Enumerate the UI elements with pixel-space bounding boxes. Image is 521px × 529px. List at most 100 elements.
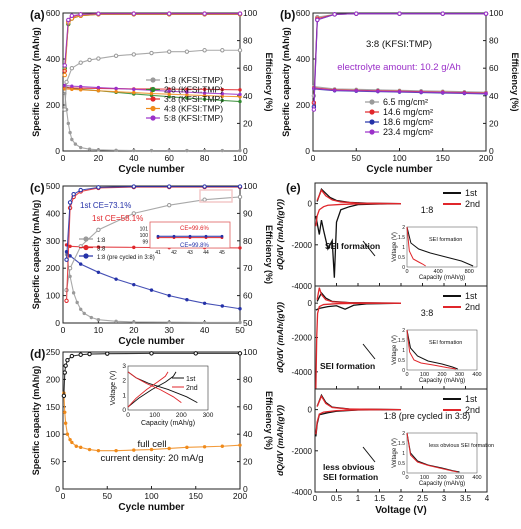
subplot-inset: 0 100 200 300 400 0 0.5 1 1.5 2 Capacity (mAh/g) Vo…: [392, 328, 482, 384]
annotation: 1st CE=58.1%: [92, 214, 143, 223]
legend-label: 4:8 (KFSI:TMP): [164, 104, 223, 114]
annotation: SEI formation: [325, 241, 380, 251]
y-axis-label: Specific capacity (mAh/g): [31, 27, 41, 137]
inset-data-point: [172, 234, 176, 238]
data-point: [167, 148, 171, 153]
y2-tick-label: 60: [243, 291, 253, 301]
x-tick-label: 80: [200, 153, 210, 163]
data-point: [96, 185, 101, 190]
data-point: [202, 87, 207, 92]
inset-series-line: [127, 371, 182, 404]
data-point: [64, 257, 69, 262]
data-point: [68, 437, 72, 442]
inset-data-point: [204, 234, 208, 238]
data-point: [238, 320, 242, 325]
data-point: [167, 184, 172, 189]
data-point: [69, 353, 75, 359]
legend-label: 3:8 (KFSI:TMP): [164, 94, 223, 104]
inset-x-axis-label: Capacity (mAh/g): [419, 481, 465, 487]
data-point: [149, 288, 154, 292]
x-tick-label: 100: [392, 153, 406, 163]
data-point: [68, 254, 72, 258]
data-point: [238, 88, 242, 92]
legend-label: 1:8 (KFSI:TMP): [164, 75, 223, 85]
data-point: [75, 300, 79, 305]
data-point: [87, 351, 92, 357]
inset-y-tick-label: 0.5: [398, 255, 405, 261]
data-point: [96, 56, 101, 61]
annotation: 3:8 (KFSI:TMP): [366, 39, 432, 50]
y2-tick-label: 0: [489, 146, 494, 156]
subplot-inset: 0 100 200 300 400 0 0.5 1 1.5 2 Capacity (mAh/g) Vo…: [392, 431, 494, 487]
data-point: [67, 200, 73, 205]
data-point: [167, 11, 172, 16]
y-tick-label: 500: [46, 181, 60, 191]
inset-x-tick-label: 400: [472, 475, 481, 481]
y-tick-label: 0: [308, 406, 313, 415]
inset-x-tick-label: 400: [434, 269, 443, 275]
data-point: [315, 17, 320, 23]
legend-label: 6.5 mg/cm²: [383, 97, 428, 107]
data-point: [132, 320, 136, 324]
legend-label: 1st: [465, 188, 478, 198]
data-point: [237, 48, 243, 53]
data-point: [114, 277, 118, 281]
data-point: [238, 99, 242, 104]
data-point: [96, 245, 101, 249]
data-point: [132, 245, 136, 250]
inset-x-tick-label: 0: [405, 269, 408, 275]
inset-x-tick-label: 300: [455, 372, 464, 378]
legend-label: 1st: [186, 376, 195, 383]
y-tick-label: 200: [46, 100, 60, 110]
y-axis-label: Specific capacity (mAh/g): [31, 366, 41, 476]
x-tick-label: 60: [164, 153, 174, 163]
series-line: [315, 202, 402, 227]
data-point: [167, 293, 171, 298]
inset-y-axis-label: Voltage (V): [392, 335, 398, 365]
y-tick-label: -4000: [292, 282, 313, 291]
data-point: [132, 282, 136, 287]
inset-y-tick-label: 0: [122, 407, 126, 414]
y-tick-label: 300: [46, 236, 60, 246]
data-point: [202, 320, 207, 325]
data-point: [70, 87, 74, 92]
panel-label: (e): [286, 181, 301, 195]
data-point: [202, 11, 207, 16]
data-point: [440, 11, 445, 16]
series-line: [316, 188, 402, 205]
data-point: [89, 315, 94, 320]
x-tick-label: 3.5: [460, 494, 472, 503]
subplot-title: 1:8 (pre cycled in 3:8): [384, 411, 471, 421]
data-point: [220, 94, 224, 98]
x-tick-label: 2.5: [417, 494, 429, 503]
legend-label: 1st: [465, 394, 478, 404]
y2-tick-label: 60: [243, 402, 253, 412]
legend-label: 23.4 mg/cm²: [383, 127, 433, 137]
series-line: [65, 196, 241, 291]
inset-x-tick-label: 0: [405, 475, 408, 481]
data-point: [71, 291, 76, 295]
data-point: [238, 92, 242, 97]
y2-tick-label: 0: [243, 146, 248, 156]
data-point: [114, 448, 118, 453]
data-point: [96, 11, 101, 16]
y2-tick-label: 60: [243, 63, 253, 73]
series-line: [64, 13, 240, 71]
legend-label: 2nd: [465, 405, 480, 415]
data-point: [131, 211, 137, 216]
inset-y-tick-label: 2: [402, 328, 405, 334]
data-point: [311, 107, 317, 112]
legend-marker: [150, 86, 156, 93]
data-point: [185, 298, 189, 302]
panel-b: 0 50 100 150 2000200400600020406080100Cycle …: [280, 8, 520, 175]
y-tick-label: -4000: [292, 368, 313, 377]
data-point: [63, 83, 67, 88]
data-point: [220, 98, 224, 103]
data-point: [397, 89, 402, 94]
data-point: [202, 97, 207, 101]
x-tick-label: 0.5: [331, 494, 343, 503]
inset-data-point: [220, 234, 224, 238]
data-point: [202, 445, 207, 449]
